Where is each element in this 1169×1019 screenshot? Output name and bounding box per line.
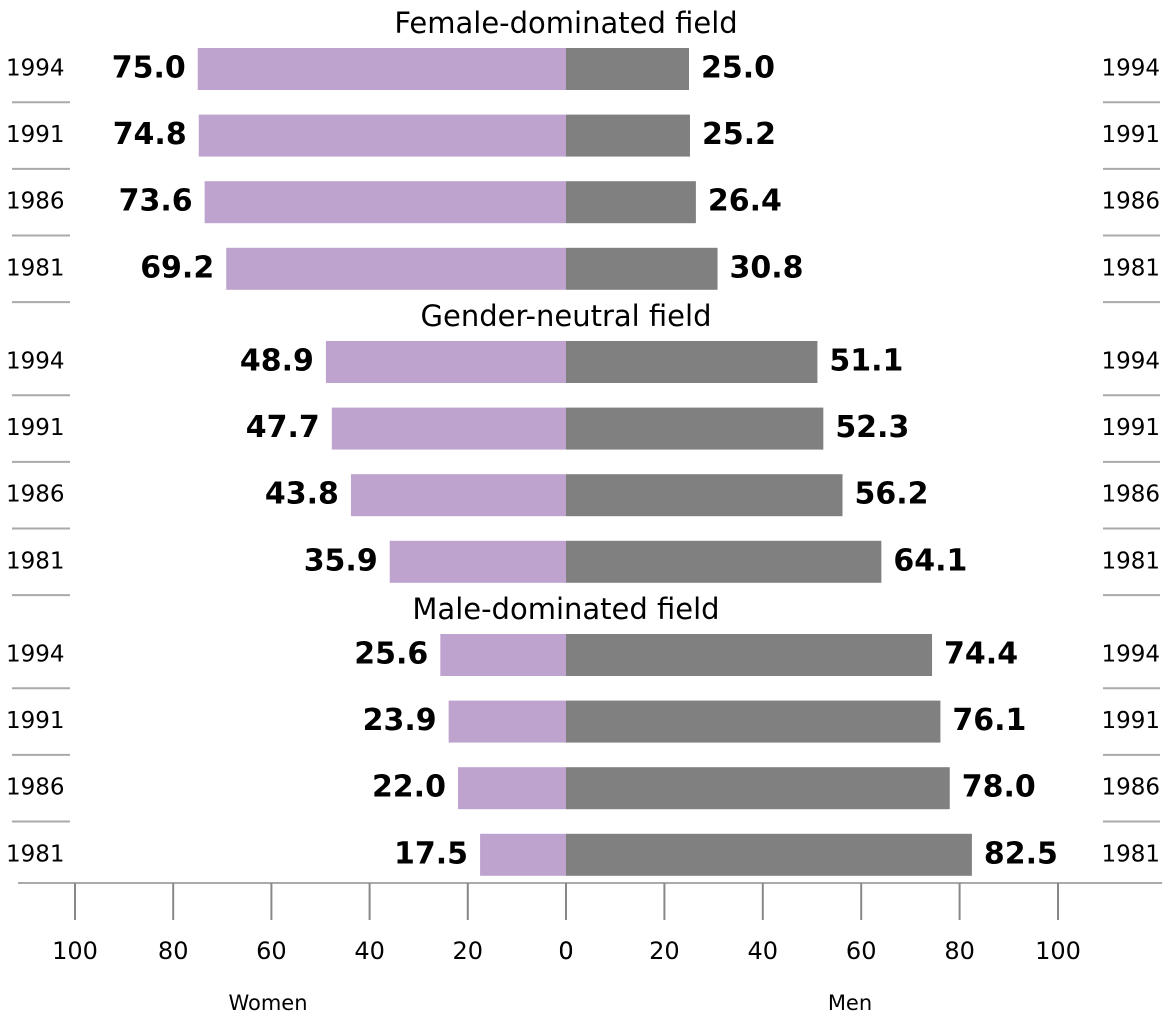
value-label: 74.8 [113,117,187,152]
bar [566,767,950,810]
value-label: 23.9 [363,703,437,738]
value-label: 48.9 [240,344,314,379]
year-label: 1981 [6,841,65,867]
x-axis-label-left: Women [228,991,307,1015]
bar [566,247,718,290]
x-tick-label: 60 [256,937,287,965]
year-label: 1981 [6,548,65,574]
bar [480,833,566,876]
group-title: Gender-neutral field [421,299,712,333]
bar [350,474,566,517]
year-label: 1981 [1101,841,1160,867]
year-label: 1986 [6,775,65,801]
year-label: 1994 [1101,56,1160,82]
value-label: 30.8 [730,250,804,285]
year-label: 1991 [6,122,65,148]
year-label: 1994 [6,642,65,668]
year-label: 1994 [6,56,65,82]
bar [566,48,689,90]
bar [566,833,972,876]
value-label: 52.3 [835,410,909,445]
x-tick-label: 80 [158,937,189,965]
year-label: 1986 [6,482,65,508]
value-label: 74.4 [944,637,1018,672]
bar [204,181,566,224]
x-tick-label: 20 [649,937,680,965]
year-label: 1986 [1101,775,1160,801]
bar [566,181,696,224]
group-title: Male-dominated field [412,592,719,626]
value-label: 35.9 [304,543,378,578]
value-label: 73.6 [119,184,193,219]
value-label: 25.2 [702,117,776,152]
bar [331,407,566,450]
value-label: 22.0 [372,770,446,805]
value-label: 51.1 [829,344,903,379]
value-label: 64.1 [893,543,967,578]
bar [198,114,566,157]
value-label: 25.0 [701,51,775,86]
bar [566,114,690,157]
x-axis-label-right: Men [828,991,872,1015]
value-label: 82.5 [984,836,1058,871]
value-label: 56.2 [855,477,929,512]
year-label: 1986 [1101,189,1160,215]
bar [325,341,566,383]
year-label: 1991 [1101,708,1160,734]
bar [566,341,818,383]
bar [440,634,566,676]
year-label: 1986 [1101,482,1160,508]
year-label: 1994 [1101,642,1160,668]
year-label: 1991 [1101,415,1160,441]
bar [197,48,566,90]
year-label: 1981 [1101,255,1160,281]
year-label: 1981 [1101,548,1160,574]
value-label: 69.2 [140,250,214,285]
value-label: 76.1 [952,703,1026,738]
x-tick-label: 60 [846,937,877,965]
x-tick-label: 20 [453,937,484,965]
value-label: 17.5 [394,836,468,871]
bar [566,634,933,676]
bar [566,474,843,517]
x-tick-label: 100 [52,937,98,965]
bar [448,700,566,743]
year-label: 1991 [1101,122,1160,148]
year-label: 1981 [6,255,65,281]
x-tick-label: 40 [748,937,779,965]
year-label: 1994 [6,349,65,375]
x-tick-label: 40 [354,937,385,965]
x-tick-label: 0 [558,937,573,965]
year-label: 1991 [6,415,65,441]
x-tick-label: 80 [944,937,975,965]
value-label: 78.0 [962,770,1036,805]
year-label: 1986 [6,189,65,215]
value-label: 75.0 [112,51,186,86]
value-label: 47.7 [246,410,320,445]
bar [566,700,941,743]
value-label: 43.8 [265,477,339,512]
value-label: 25.6 [354,637,428,672]
bar [566,540,882,583]
group-title: Female-dominated field [394,6,737,40]
x-tick-label: 0 [558,937,573,965]
bar [457,767,566,810]
value-label: 26.4 [708,184,782,219]
x-tick-label: 100 [1035,937,1081,965]
year-label: 1994 [1101,349,1160,375]
bar [226,247,566,290]
bar [566,407,824,450]
bar [389,540,566,583]
year-label: 1991 [6,708,65,734]
